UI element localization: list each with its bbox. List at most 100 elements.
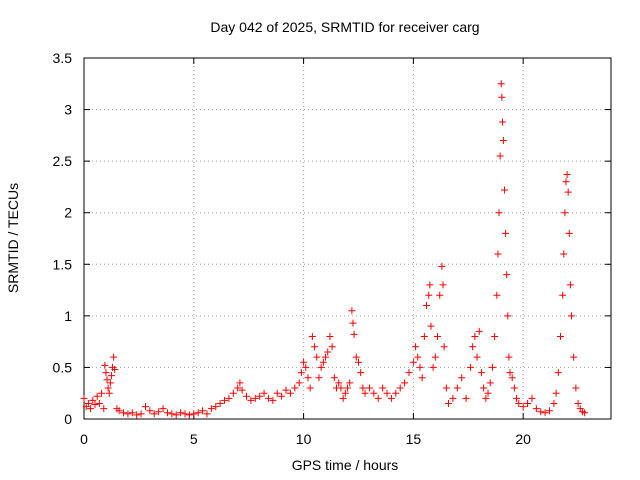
data-point <box>493 291 501 299</box>
data-point <box>503 271 511 279</box>
data-point <box>80 394 88 402</box>
data-point <box>496 152 504 160</box>
data-point <box>349 319 357 327</box>
data-point <box>546 407 554 415</box>
data-point <box>420 332 428 340</box>
x-tick-label: 15 <box>406 431 422 447</box>
data-point <box>564 188 572 196</box>
data-point <box>212 403 220 411</box>
data-point <box>440 343 448 351</box>
data-point <box>300 358 308 366</box>
data-point <box>172 411 180 419</box>
data-point <box>120 409 128 417</box>
data-point <box>434 332 442 340</box>
data-point <box>570 353 578 361</box>
data-point <box>146 407 154 415</box>
data-point <box>494 250 502 258</box>
x-tick-label: 10 <box>296 431 312 447</box>
data-point <box>532 405 540 413</box>
data-point <box>560 250 568 258</box>
data-point <box>453 384 461 392</box>
data-point <box>335 379 343 387</box>
data-point <box>322 353 330 361</box>
data-point <box>436 291 444 299</box>
x-tick-label: 20 <box>515 431 531 447</box>
data-point <box>229 389 237 397</box>
data-point <box>429 363 437 371</box>
data-point <box>567 312 575 320</box>
data-point <box>278 392 286 400</box>
data-point <box>269 396 277 404</box>
data-point <box>370 389 378 397</box>
data-point <box>480 384 488 392</box>
data-point <box>216 400 224 408</box>
data-point <box>484 389 492 397</box>
x-tick-label: 0 <box>80 431 88 447</box>
data-point <box>251 394 259 402</box>
data-point <box>313 353 321 361</box>
data-point <box>471 332 479 340</box>
y-tick-label: 0 <box>64 411 72 427</box>
data-point <box>346 379 354 387</box>
data-point <box>111 365 119 373</box>
data-point <box>308 332 316 340</box>
data-point <box>552 389 560 397</box>
data-point <box>519 403 527 411</box>
data-point <box>412 343 420 351</box>
data-point <box>379 384 387 392</box>
data-point <box>431 353 439 361</box>
data-point <box>339 394 347 402</box>
data-point <box>442 384 450 392</box>
data-point <box>537 408 545 416</box>
data-point <box>499 118 507 126</box>
data-point <box>194 409 202 417</box>
data-point <box>387 394 395 402</box>
data-point <box>466 363 474 371</box>
data-point <box>565 229 573 237</box>
data-point <box>566 281 574 289</box>
data-point <box>159 405 167 413</box>
data-point <box>101 361 109 369</box>
data-point <box>95 400 103 408</box>
x-axis: 0 5 10 15 20 <box>80 58 531 447</box>
plot-frame <box>83 57 612 420</box>
data-point <box>324 348 332 356</box>
data-point <box>561 209 569 217</box>
data-point <box>559 291 567 299</box>
data-point <box>124 410 132 418</box>
data-point <box>528 394 536 402</box>
data-point <box>550 400 558 408</box>
x-tick-label: 5 <box>190 431 198 447</box>
data-point <box>513 394 521 402</box>
data-point <box>311 343 319 351</box>
data-point <box>574 400 582 408</box>
data-point <box>475 327 483 335</box>
data-point <box>225 394 233 402</box>
data-point <box>181 410 189 418</box>
y-axis: 0 0.5 1 1.5 2 2.5 3 3.5 <box>53 50 611 427</box>
data-point <box>115 407 123 415</box>
data-point <box>286 389 294 397</box>
data-point <box>344 384 351 392</box>
data-point <box>439 281 447 289</box>
data-point <box>486 379 494 387</box>
data-point <box>482 394 490 402</box>
y-tick-label: 1.5 <box>53 256 73 272</box>
data-point <box>91 401 99 409</box>
data-point <box>409 358 417 366</box>
data-point <box>354 358 362 366</box>
data-point <box>236 379 244 387</box>
data-point <box>350 330 358 338</box>
data-point <box>190 410 198 418</box>
data-point <box>133 411 141 419</box>
data-point <box>234 384 242 392</box>
data-point <box>282 386 290 394</box>
data-point <box>341 389 349 397</box>
data-point <box>510 384 518 392</box>
y-tick-label: 1 <box>64 308 72 324</box>
data-point <box>359 384 367 392</box>
data-point <box>572 384 580 392</box>
data-point <box>319 358 327 366</box>
data-point <box>207 405 215 413</box>
data-point <box>401 379 409 387</box>
